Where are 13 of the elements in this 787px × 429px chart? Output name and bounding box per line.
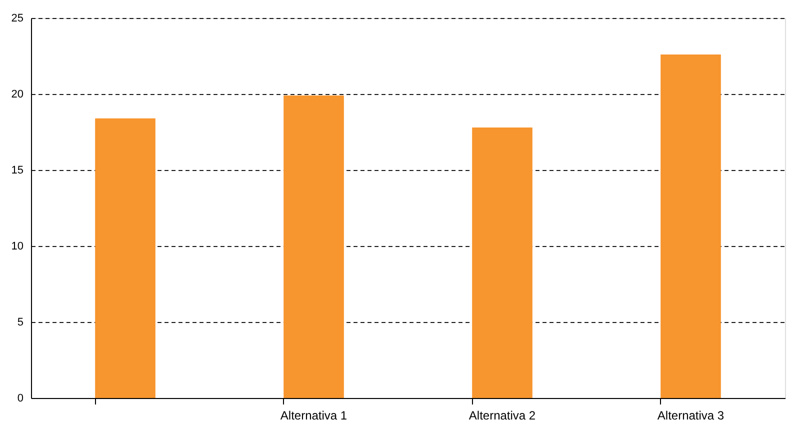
- x-tick-label: Alternativa 2: [468, 408, 536, 422]
- bar: [95, 118, 156, 398]
- x-tick-label: Alternativa 1: [280, 408, 348, 422]
- bar: [284, 96, 344, 398]
- y-tick-label: 20: [11, 88, 24, 100]
- y-tick-label: 10: [11, 240, 24, 252]
- x-tick-label: Alternativa 3: [657, 408, 724, 422]
- y-tick-label: 0: [17, 392, 24, 404]
- y-tick-label: 25: [11, 12, 24, 24]
- y-tick-label: 15: [11, 164, 24, 176]
- y-tick-label: 5: [17, 316, 24, 328]
- bar: [472, 127, 532, 398]
- bar: [660, 54, 721, 398]
